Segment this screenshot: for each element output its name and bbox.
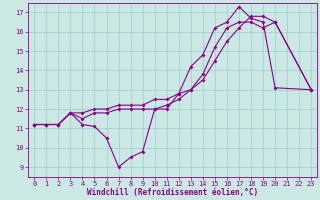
X-axis label: Windchill (Refroidissement éolien,°C): Windchill (Refroidissement éolien,°C) — [87, 188, 258, 197]
